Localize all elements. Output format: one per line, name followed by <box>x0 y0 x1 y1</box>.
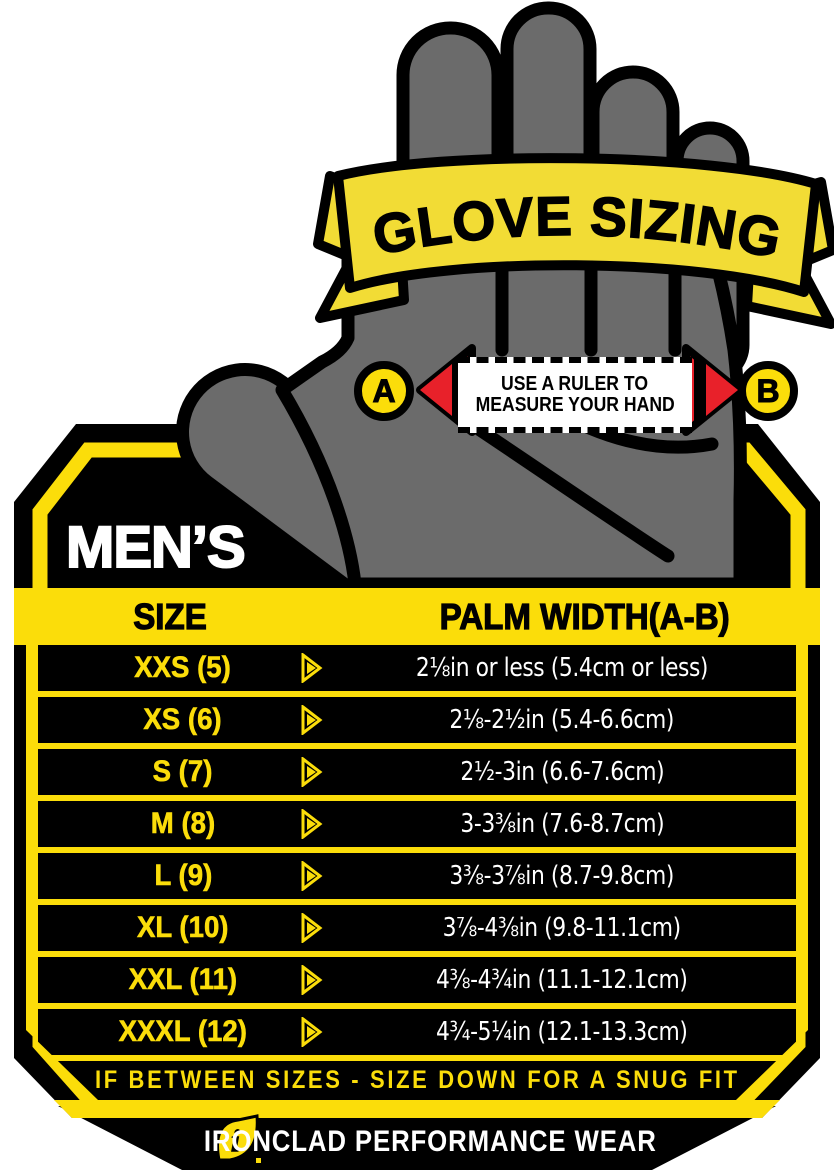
marker-a-badge: A <box>354 361 414 421</box>
size-cell: S (7) <box>153 755 213 789</box>
size-cell: XL (10) <box>137 911 229 945</box>
section-title: MEN’S <box>65 514 247 581</box>
column-header-palm-width: PALM WIDTH(A-B) <box>439 595 731 637</box>
bottom-yellow-band <box>54 1100 780 1118</box>
palm-width-cell: 4¾-5¼in (12.1-13.3cm) <box>436 1017 688 1047</box>
palm-width-cell: 2⅛-2½in (5.4-6.6cm) <box>449 705 675 735</box>
size-table: XXS (5) 2⅛in or less (5.4cm or less) XS … <box>26 645 808 1100</box>
table-row: XL (10) 3⅞-4⅜in (9.8-11.1cm) <box>38 905 796 951</box>
row-arrow-icon <box>301 861 323 891</box>
palm-width-cell: 3⅞-4⅜in (9.8-11.1cm) <box>442 913 682 943</box>
table-row: XS (6) 2⅛-2½in (5.4-6.6cm) <box>38 697 796 743</box>
ribbon-band <box>333 153 821 297</box>
size-cell: M (8) <box>150 807 216 841</box>
brand-name: IRONCLAD PERFORMANCE WEAR <box>203 1125 657 1158</box>
fit-note: IF BETWEEN SIZES - SIZE DOWN FOR A SNUG … <box>26 1061 808 1100</box>
palm-width-cell: 2⅛in or less (5.4cm or less) <box>415 653 709 683</box>
table-row: XXS (5) 2⅛in or less (5.4cm or less) <box>38 645 796 691</box>
size-cell: XXXL (12) <box>118 1015 248 1049</box>
marker-a-label: A <box>372 372 396 409</box>
size-cell: XXL (11) <box>128 963 238 997</box>
size-cell: L (9) <box>154 859 212 893</box>
ruler-note-line1: USE A RULER TO <box>501 373 649 395</box>
table-row: XXXL (12) 4¾-5¼in (12.1-13.3cm) <box>38 1009 796 1055</box>
ruler-note-box: USE A RULER TO MEASURE YOUR HAND <box>458 357 692 433</box>
size-cell: XS (6) <box>143 703 223 737</box>
row-arrow-icon <box>301 653 323 683</box>
svg-text:i: i <box>230 1125 241 1160</box>
palm-width-cell: 2½-3in (6.6-7.6cm) <box>460 757 664 787</box>
palm-width-cell: 3-3⅜in (7.6-8.7cm) <box>460 809 664 839</box>
size-cell: XXS (5) <box>134 651 232 685</box>
palm-width-cell: 3⅜-3⅞in (8.7-9.8cm) <box>449 861 675 891</box>
row-arrow-icon <box>301 965 323 995</box>
marker-b-badge: B <box>738 361 798 421</box>
row-arrow-icon <box>301 705 323 735</box>
table-row: S (7) 2½-3in (6.6-7.6cm) <box>38 749 796 795</box>
marker-b-label: B <box>756 372 780 409</box>
column-header-size: SIZE <box>133 595 208 637</box>
hand-illustration <box>176 1 750 639</box>
ironclad-logo-icon: i <box>216 1114 261 1163</box>
table-row: XXL (11) 4⅜-4¾in (11.1-12.1cm) <box>38 957 796 1003</box>
ruler-note-line2: MEASURE YOUR HAND <box>475 394 675 416</box>
table-row: L (9) 3⅜-3⅞in (8.7-9.8cm) <box>38 853 796 899</box>
row-arrow-icon <box>301 809 323 839</box>
table-row: M (8) 3-3⅜in (7.6-8.7cm) <box>38 801 796 847</box>
table-header-band: SIZE PALM WIDTH(A-B) <box>14 588 820 645</box>
row-arrow-icon <box>301 757 323 787</box>
row-arrow-icon <box>301 1017 323 1047</box>
row-arrow-icon <box>301 913 323 943</box>
ribbon-banner: GLOVE SIZING <box>313 153 834 329</box>
palm-width-cell: 4⅜-4¾in (11.1-12.1cm) <box>436 965 688 995</box>
